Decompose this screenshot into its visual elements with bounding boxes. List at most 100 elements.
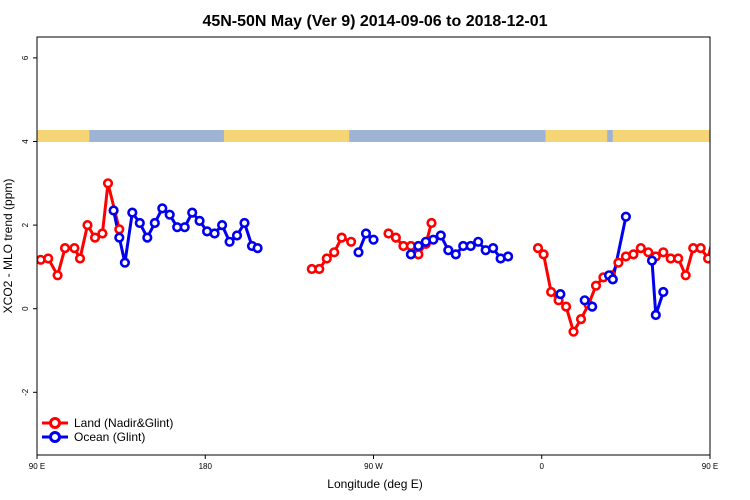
- series-1-point: [224, 236, 235, 247]
- strip-land-2: [545, 130, 608, 142]
- series-0-point: [59, 243, 71, 254]
- series-0-point: [613, 257, 624, 268]
- series-0-point: [658, 247, 669, 258]
- series-0-point: [82, 220, 93, 231]
- series-1-point: [443, 245, 454, 256]
- series-1-point: [658, 286, 669, 298]
- series-0-point: [712, 221, 720, 229]
- series-1-point: [209, 228, 220, 239]
- series-0-point: [69, 243, 80, 254]
- series-0-point: [74, 253, 86, 264]
- legend: Land (Nadir&Glint) Ocean (Glint): [42, 416, 173, 444]
- y-axis-label: XCO2 - MLO trend (ppm): [1, 179, 15, 314]
- series-0-point: [89, 232, 101, 243]
- axes: 90 E 180 90 W 0 90 E -2 0 2 4 6: [21, 55, 718, 471]
- series-1-point: [607, 274, 618, 285]
- series-0-point: [314, 263, 325, 275]
- series-1-point: [587, 301, 598, 312]
- series-0-point: [643, 247, 654, 258]
- series-0-point: [532, 243, 544, 254]
- strip-land-1: [223, 130, 350, 142]
- series-1-point: [555, 289, 566, 300]
- series-1-point: [503, 251, 514, 262]
- strip-land-0: [37, 130, 90, 142]
- plot-frame: [36, 36, 711, 456]
- series-0-point: [635, 243, 646, 254]
- series-1-point: [194, 215, 205, 226]
- series-1-point: [108, 205, 119, 216]
- series-1-point: [368, 234, 379, 245]
- series-0-point: [43, 253, 54, 264]
- series-0-point: [568, 326, 579, 337]
- y-tick-label: -2: [21, 388, 30, 396]
- series-0-point: [719, 234, 727, 242]
- x-tick-label: 90 E: [29, 462, 45, 471]
- series-1-point: [134, 217, 145, 229]
- x-tick-label: 180: [199, 462, 213, 471]
- series-0-point: [732, 180, 740, 188]
- series-1-point: [488, 243, 499, 254]
- series-1-point: [405, 249, 417, 260]
- series-0-point: [97, 228, 108, 239]
- y-tick-label: 4: [21, 139, 30, 144]
- y-tick-label: 0: [21, 306, 30, 311]
- series-0-point: [628, 249, 639, 260]
- series-1-point: [217, 220, 228, 231]
- y-tick-label: 6: [21, 55, 30, 60]
- y-tick-label: 2: [21, 222, 30, 227]
- series-1-line-segment: [607, 216, 628, 281]
- series-0-point: [426, 217, 437, 229]
- series-0-point: [52, 270, 63, 281]
- series-1-point: [142, 232, 153, 243]
- strip-ocean: [37, 130, 710, 142]
- series-1-point: [742, 234, 750, 242]
- x-tick-label: 0: [540, 462, 545, 471]
- series-1-point: [736, 207, 744, 215]
- series-0-point: [336, 232, 347, 243]
- series-1-point: [119, 257, 130, 268]
- series-1-point: [428, 234, 439, 245]
- series-0-point: [102, 178, 114, 189]
- legend-land-swatch-marker: [49, 417, 61, 429]
- series-0-point: [321, 253, 332, 264]
- series-0-point: [695, 243, 706, 254]
- series-1-point: [157, 203, 168, 214]
- series-0-point: [114, 224, 125, 235]
- series-1-point: [413, 240, 424, 252]
- series-1-point: [187, 207, 198, 218]
- series-1-point: [646, 255, 658, 266]
- series-1-point: [650, 309, 661, 321]
- series-0-point: [575, 314, 587, 325]
- strip-land-3: [612, 130, 710, 142]
- series-0-point: [346, 236, 357, 247]
- series-0-point: [673, 253, 684, 264]
- series-1-point: [620, 211, 632, 222]
- legend-ocean-label: Ocean (Glint): [74, 430, 145, 444]
- legend-land-label: Land (Nadir&Glint): [74, 416, 173, 430]
- series-0-point: [590, 280, 602, 291]
- series-1-point: [252, 243, 263, 254]
- series-0-point: [680, 270, 691, 281]
- series-1-point: [231, 230, 243, 241]
- series-1-point: [239, 217, 250, 229]
- series-1-point: [579, 295, 590, 306]
- series-0-point: [545, 286, 557, 298]
- series-points: [37, 178, 750, 337]
- series-0-point: [560, 301, 572, 312]
- x-axis-label: Longitude (deg E): [327, 477, 422, 491]
- x-tick-label: 90 E: [702, 462, 718, 471]
- series-0-point: [383, 228, 394, 239]
- series-1-point: [164, 209, 175, 220]
- series-1-point: [127, 207, 138, 218]
- series-0-point: [329, 247, 340, 258]
- legend-ocean-swatch-marker: [49, 431, 61, 443]
- series-1-point: [360, 228, 372, 239]
- series-0-point: [703, 253, 710, 264]
- series-1-point: [435, 230, 446, 241]
- land-ocean-strip: [37, 130, 710, 142]
- series-0-point: [390, 232, 402, 243]
- series-lines: [40, 181, 710, 334]
- series-0-point: [727, 230, 735, 238]
- series-1-point: [450, 249, 461, 260]
